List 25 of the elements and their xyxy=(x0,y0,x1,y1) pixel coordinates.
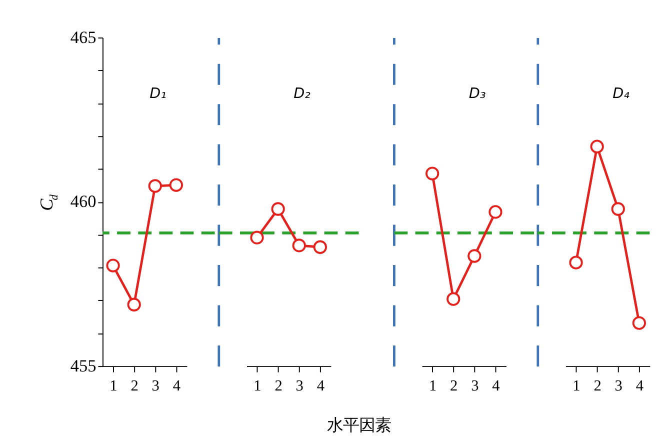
x-axis-title: 水平因素 xyxy=(326,416,391,434)
x-tick-label: 4 xyxy=(172,378,181,394)
x-tick-label: 2 xyxy=(450,378,458,394)
x-tick-label: 3 xyxy=(296,378,304,394)
x-tick-label: 3 xyxy=(614,378,623,394)
x-tick-label: 3 xyxy=(471,378,480,394)
text: D₄ xyxy=(612,86,630,102)
x-tick-label: 4 xyxy=(636,378,644,394)
x-tick-label: 4 xyxy=(492,378,500,394)
x-tick-label: 2 xyxy=(274,378,282,394)
y-tick-label: 455 xyxy=(70,356,96,376)
text: D₂ xyxy=(294,86,311,102)
text: D₁ xyxy=(150,86,166,102)
x-tick-label: 2 xyxy=(594,378,602,394)
x-tick-label: 1 xyxy=(428,378,437,394)
x-tick-label: 3 xyxy=(152,378,160,394)
x-tick-label: 2 xyxy=(130,378,138,394)
x-tick-label: 1 xyxy=(110,378,118,394)
y-tick-label: 460 xyxy=(70,192,96,212)
x-tick-label: 4 xyxy=(316,378,325,394)
text: D₃ xyxy=(468,86,486,102)
y-axis-title: Cd xyxy=(36,194,60,211)
x-tick-label: 1 xyxy=(572,378,580,394)
y-tick-label: 465 xyxy=(70,28,96,47)
x-tick-label: 1 xyxy=(254,378,262,394)
